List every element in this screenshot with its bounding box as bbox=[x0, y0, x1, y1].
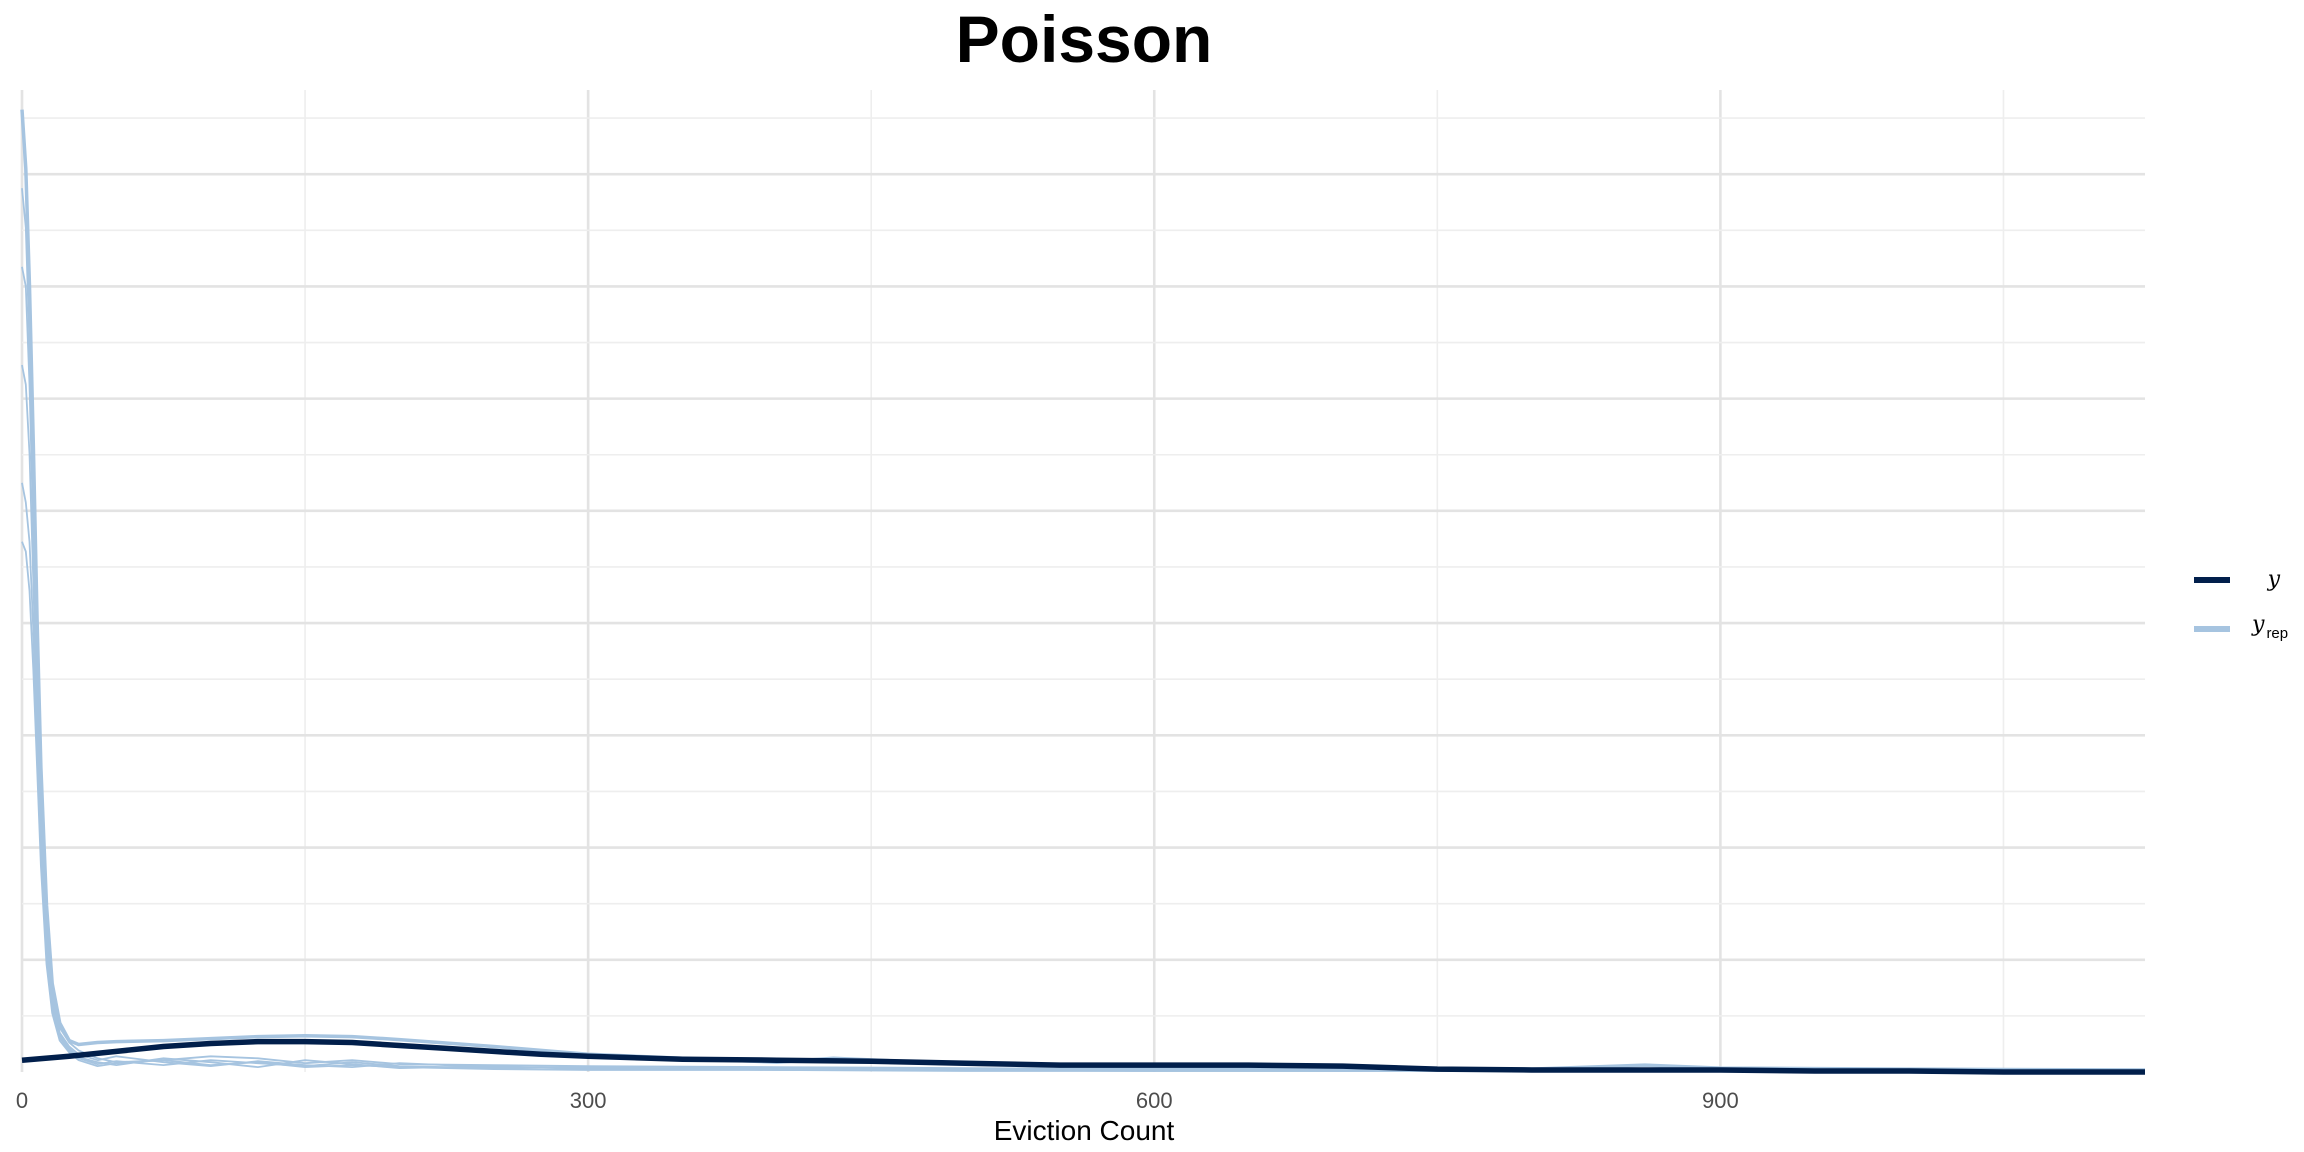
y-density-line bbox=[21, 1038, 2145, 1075]
yrep-draw-line bbox=[21, 266, 2146, 1072]
chart-title: Poisson bbox=[956, 2, 1213, 76]
legend-label-yrep: y bbox=[2251, 612, 2265, 637]
yrep-series bbox=[20, 109, 2146, 1073]
x-tick-label: 900 bbox=[1702, 1088, 1739, 1113]
legend-label-y: y bbox=[2267, 567, 2281, 592]
svg-text:y: y bbox=[2267, 567, 2281, 592]
legend-label-yrep-subscript: rep bbox=[2266, 625, 2288, 642]
yrep-draw-line bbox=[21, 541, 2146, 1073]
x-tick-label: 0 bbox=[16, 1088, 28, 1113]
x-tick-label: 600 bbox=[1136, 1088, 1173, 1113]
y-series bbox=[21, 1038, 2145, 1075]
x-axis-ticks: 0 300 600 900 bbox=[16, 1088, 1739, 1113]
x-axis-label: Eviction Count bbox=[994, 1115, 1175, 1146]
grid-lines bbox=[20, 90, 2145, 1072]
yrep-draw-line bbox=[20, 109, 2146, 1072]
yrep-draw-line bbox=[21, 188, 2146, 1071]
yrep-draw-line bbox=[21, 482, 2145, 1072]
x-tick-label: 300 bbox=[570, 1088, 607, 1113]
yrep-draw-line bbox=[21, 364, 2145, 1072]
legend: y y rep bbox=[2194, 567, 2288, 642]
